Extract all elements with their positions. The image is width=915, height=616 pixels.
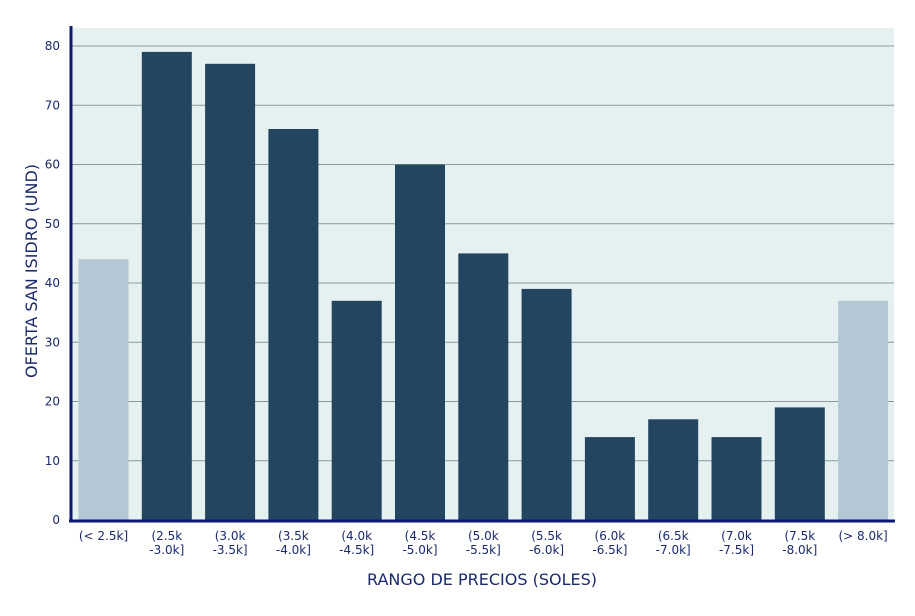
x-tick-label: (2.5k -3.0k]	[149, 529, 184, 557]
bar	[521, 288, 572, 520]
bar	[205, 63, 256, 521]
x-tick-label: (4.5k -5.0k]	[402, 529, 437, 557]
x-tick-label: (5.0k -5.5k]	[466, 529, 501, 557]
bar	[458, 253, 509, 520]
x-tick-label: (4.0k -4.5k]	[339, 529, 374, 557]
y-tick-label: 70	[45, 98, 60, 112]
bar	[838, 300, 889, 520]
y-tick-labels: 0 10 20 30 40 50 60 70 80	[45, 39, 60, 527]
x-tick-label: (6.0k -6.5k]	[592, 529, 627, 557]
y-tick-label: 20	[45, 395, 60, 409]
y-tick-label: 80	[45, 39, 60, 53]
x-tick-labels: (< 2.5k] (2.5k -3.0k] (3.0k -3.5k] (3.5k -4.0k…	[79, 529, 888, 557]
x-tick-label: (5.5k -6.0k]	[529, 529, 564, 557]
x-tick-label: (7.5k -8.0k]	[782, 529, 817, 557]
bar	[268, 129, 319, 520]
bar	[395, 164, 445, 520]
bars	[78, 51, 889, 521]
bar	[584, 437, 635, 520]
x-axis-title: RANGO DE PRECIOS (SOLES)	[367, 570, 597, 589]
y-tick-label: 30	[45, 335, 60, 349]
x-tick-label: (3.5k -4.0k]	[276, 529, 311, 557]
bar	[331, 300, 382, 520]
y-tick-label: 0	[52, 513, 60, 527]
bar	[711, 437, 762, 520]
bar	[78, 259, 129, 520]
bar	[141, 51, 192, 521]
y-tick-label: 10	[45, 454, 60, 468]
y-tick-label: 60	[45, 158, 60, 172]
y-axis-title: OFERTA SAN ISIDRO (UND)	[22, 164, 41, 378]
x-tick-label: (< 2.5k]	[79, 529, 128, 543]
x-tick-label: (7.0k -7.5k]	[719, 529, 754, 557]
y-tick-label: 50	[45, 217, 60, 231]
x-tick-label: (3.0k -3.5k]	[213, 529, 248, 557]
bar	[648, 419, 699, 520]
y-tick-label: 40	[45, 276, 60, 290]
x-tick-label: (> 8.0k]	[838, 529, 887, 543]
x-tick-label: (6.5k -7.0k]	[656, 529, 691, 557]
bar	[774, 407, 825, 520]
